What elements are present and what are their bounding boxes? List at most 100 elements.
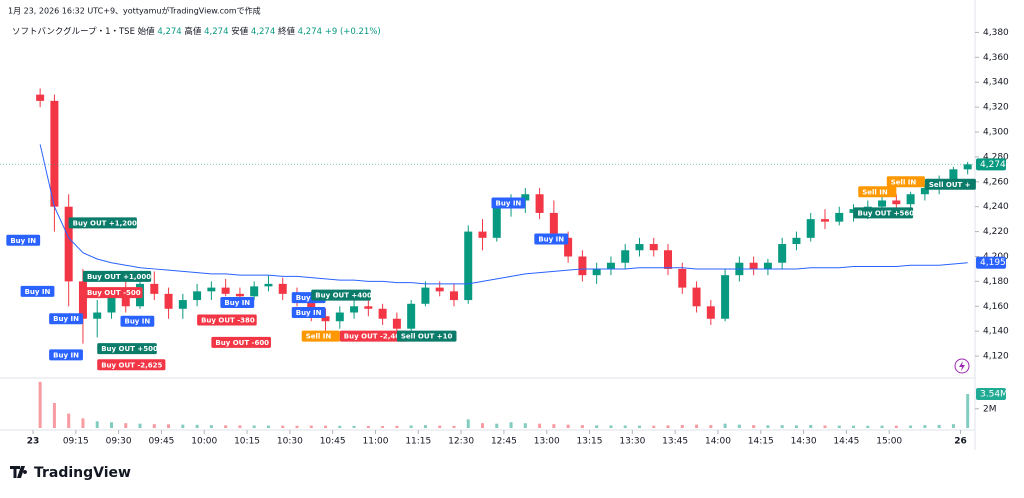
candle-body	[64, 206, 73, 282]
y-tick-label: 4,380	[983, 28, 1009, 38]
trade-label: Buy OUT +560	[853, 207, 914, 219]
trade-label: Buy IN	[220, 297, 255, 309]
volume-bar	[124, 423, 128, 428]
volume-bar	[252, 425, 256, 428]
trade-label-box	[49, 313, 83, 325]
volume-bar	[766, 425, 770, 428]
trade-label-text: Buy IN	[53, 351, 79, 359]
trade-label-text: Buy OUT -500	[87, 289, 141, 297]
candle-body	[364, 306, 373, 309]
candle-body	[164, 293, 173, 309]
trade-label-box	[853, 207, 914, 219]
x-tick-label: 11:00	[363, 437, 389, 447]
trade-label-text: Buy OUT +400	[315, 292, 372, 300]
candle-body	[635, 244, 644, 251]
candle-body	[692, 287, 701, 307]
trade-label: Buy IN	[491, 197, 526, 209]
trade-label-text: Buy IN	[496, 199, 522, 207]
candle-body	[806, 219, 815, 238]
trade-label: Buy IN	[291, 307, 326, 319]
legend-change: +9 (+0.21%)	[325, 27, 381, 37]
volume-bar	[866, 425, 870, 428]
volume-bar	[381, 426, 385, 428]
volume-bar	[509, 422, 513, 428]
x-tick-label: 26	[954, 437, 967, 447]
volume-bar	[481, 423, 485, 428]
trade-label: Buy OUT +1,200	[68, 217, 137, 229]
x-tick-label: 10:45	[320, 437, 346, 447]
candle-body	[949, 169, 958, 182]
trade-label: Sell IN	[886, 176, 925, 188]
vwap-label: 4,195	[980, 258, 1006, 268]
volume-bar	[309, 425, 313, 428]
x-tick-label: 10:30	[277, 437, 303, 447]
trade-label-text: Buy IN	[538, 236, 564, 244]
x-tick-label: 10:15	[234, 437, 260, 447]
candle-body	[93, 312, 102, 319]
candle-body	[606, 262, 615, 269]
trade-label-box	[534, 233, 569, 245]
candle-body	[321, 316, 330, 322]
x-tick-label: 13:15	[577, 437, 603, 447]
trade-label-text: Buy IN	[224, 299, 250, 307]
trade-label-text: Sell IN	[862, 188, 888, 196]
volume-bar	[95, 421, 99, 428]
candle-body	[150, 283, 159, 294]
trade-label: Buy OUT +400	[311, 289, 372, 301]
trade-label-box	[220, 297, 255, 309]
candle-body	[592, 268, 601, 276]
volume-bar	[737, 424, 741, 428]
candle-body	[221, 287, 230, 294]
x-tick-label: 14:15	[748, 437, 774, 447]
trade-label-text: Buy OUT -600	[215, 339, 269, 347]
legend-value: 4,274	[251, 27, 275, 37]
volume-bar	[495, 423, 499, 428]
volume-bar	[195, 424, 199, 428]
candle-body	[892, 200, 901, 205]
candle-body	[207, 287, 216, 292]
trade-label-box	[339, 330, 409, 342]
candle-body	[820, 219, 829, 222]
trade-label: Buy IN	[49, 313, 83, 325]
brand: TradingView	[34, 465, 131, 481]
trade-label: Buy OUT +1,000	[82, 270, 152, 282]
volume-bar	[81, 418, 85, 428]
alert-bolt	[959, 361, 965, 371]
volume-bar	[538, 423, 542, 428]
candle-body	[235, 293, 244, 297]
candle-body	[178, 300, 187, 309]
trade-label-text: Buy IN	[124, 318, 150, 326]
y-tick-label: 4,120	[983, 352, 1009, 362]
volume-bar	[67, 413, 71, 428]
candle-body	[920, 188, 929, 195]
volume-bar	[366, 425, 370, 428]
volume-bar	[466, 419, 470, 428]
x-tick-label: 09:15	[63, 437, 89, 447]
candle-body	[193, 291, 202, 301]
trade-label-box	[82, 270, 152, 282]
y-tick-label: 4,360	[983, 53, 1009, 63]
y-tick-label: 4,340	[983, 78, 1009, 88]
volume-bar	[609, 425, 613, 428]
legend-label: 安値	[231, 26, 249, 37]
candle-body	[649, 244, 658, 251]
volume-bar	[823, 425, 827, 428]
x-tick-label: 14:00	[705, 437, 731, 447]
trade-label-box	[211, 336, 271, 348]
trade-label: Buy IN	[6, 234, 41, 246]
candle-body	[78, 281, 87, 319]
candle-body	[421, 287, 430, 304]
volume-bar	[780, 425, 784, 428]
vwap-line	[39, 144, 968, 285]
volume-bar	[894, 425, 898, 428]
volume-bar	[880, 425, 884, 428]
volume-bar	[966, 394, 970, 428]
last-price-label-box	[976, 158, 1006, 171]
trade-label-box	[197, 314, 257, 326]
volume-bar	[423, 425, 427, 428]
candle-body	[478, 231, 487, 238]
legend-value: 4,274	[157, 27, 181, 37]
symbol: ソフトバンクグループ・1・TSE	[12, 26, 135, 37]
trade-label: Buy IN	[120, 315, 155, 327]
